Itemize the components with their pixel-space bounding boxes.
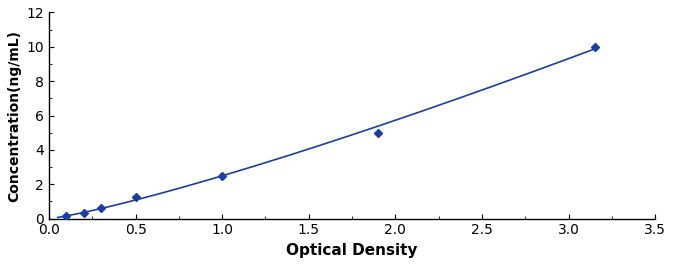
Y-axis label: Concentration(ng/mL): Concentration(ng/mL) (7, 29, 21, 202)
X-axis label: Optical Density: Optical Density (286, 243, 418, 258)
